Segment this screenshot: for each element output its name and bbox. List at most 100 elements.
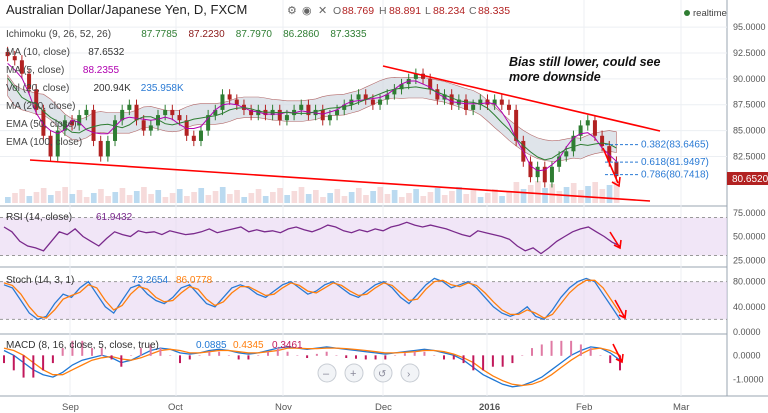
macd-hist-bar xyxy=(276,348,279,356)
volume-bar xyxy=(320,197,326,203)
series-line xyxy=(3,279,621,319)
macd-hist-bar xyxy=(71,340,74,356)
volume-bar xyxy=(520,189,527,203)
time-axis[interactable]: Sep Oct Nov Dec 2016 Feb Mar xyxy=(62,402,689,413)
candle-body xyxy=(284,115,289,121)
settings-icon[interactable]: ⚙ xyxy=(287,5,297,17)
stoch-label: Stoch (14, 3, 1) xyxy=(6,275,74,286)
macd-hist-bar xyxy=(345,355,348,359)
candle-body xyxy=(27,73,32,90)
axis-tick-label: -1.0000 xyxy=(733,375,764,385)
macd-hist-bar xyxy=(139,348,142,356)
candle-body xyxy=(464,99,468,110)
macd-hist-bar xyxy=(3,355,5,364)
volume-bar xyxy=(463,194,470,203)
candle-body xyxy=(249,109,254,116)
volume-bar xyxy=(391,190,398,203)
candle-body xyxy=(607,146,612,162)
zoom-in-button[interactable] xyxy=(344,363,364,383)
rsi-panel[interactable]: 75.0000 50.0000 25.0000 xyxy=(0,208,766,266)
macd-hist-bar xyxy=(452,355,455,360)
indicator-value: 87.7970 xyxy=(236,29,273,40)
candle-body xyxy=(456,99,461,105)
candle-body xyxy=(571,135,576,152)
indicator-legend[interactable]: Ichimoku (9, 26, 52, 26) 87.7785 87.2230 87… xyxy=(6,29,367,148)
macd-hist-bar xyxy=(403,353,406,356)
candle-body xyxy=(148,125,153,131)
volume-bar xyxy=(148,194,154,203)
last-price-value: 80.6520 xyxy=(732,174,768,185)
resistance-trend-line[interactable] xyxy=(382,65,661,132)
candle-body xyxy=(12,56,17,61)
volume-bar xyxy=(184,196,190,203)
volume-bar xyxy=(40,188,47,203)
volume-bar xyxy=(19,189,25,203)
volume-bar xyxy=(406,193,412,203)
volume-bar xyxy=(456,187,462,203)
macd-hist-bar xyxy=(335,355,338,356)
support-trend-line[interactable] xyxy=(29,159,651,202)
candle-body xyxy=(120,109,125,121)
candle-body xyxy=(306,104,311,116)
last-price-badge xyxy=(727,172,768,185)
fib-retracement[interactable]: 0.382(83.6465) 0.618(81.9497) 0.786(80.741… xyxy=(605,140,709,181)
indicator-value: 87.6532 xyxy=(88,47,125,58)
candle-body xyxy=(592,120,597,136)
macd-hist-bar xyxy=(169,355,172,356)
scroll-right-button[interactable] xyxy=(400,363,420,383)
macd-hist-bar xyxy=(531,348,533,356)
macd-hist-bar xyxy=(462,355,465,364)
indicator-value: 87.2230 xyxy=(189,29,226,40)
zoom-out-button[interactable] xyxy=(317,363,337,383)
macd-signal-value: 0.4345 xyxy=(233,340,264,351)
macd-hist-bar xyxy=(355,355,357,359)
volume-bar xyxy=(227,194,233,203)
macd-hist-bar xyxy=(306,355,309,359)
volume-bar xyxy=(12,193,18,203)
ma-10-line xyxy=(7,77,617,161)
macd-hist-bar xyxy=(198,355,201,356)
macd-hist-bar xyxy=(540,344,543,356)
axis-tick-label: 75.0000 xyxy=(733,208,766,218)
indicator-value: 200.94K xyxy=(94,83,132,94)
candle-body xyxy=(413,73,418,79)
macd-hist-bar xyxy=(579,344,582,356)
macd-hist-bar xyxy=(619,355,621,371)
volume-bar xyxy=(492,189,498,203)
volume-bar xyxy=(162,197,169,203)
volume-bar xyxy=(83,197,90,203)
macd-hist-bar xyxy=(521,355,524,356)
macd-hist-bar xyxy=(394,355,397,356)
macd-hist-bar xyxy=(413,351,416,356)
volume-bar xyxy=(313,190,319,203)
volume-bar xyxy=(298,187,305,203)
volume-bar xyxy=(341,196,348,203)
time-tick-label: 2016 xyxy=(479,402,500,413)
close-icon[interactable]: ✕ xyxy=(318,5,327,17)
arrow-head-icon xyxy=(613,239,622,250)
fib-label: 0.382(83.6465) xyxy=(641,140,709,151)
volume-bar xyxy=(212,191,219,203)
reset-button[interactable] xyxy=(373,363,393,383)
indicator-label: MA (10, close) xyxy=(6,47,70,58)
candle-body xyxy=(370,99,375,105)
arrow-head-icon xyxy=(611,176,621,188)
candle-body xyxy=(549,166,554,183)
stoch-panel[interactable]: 80.0000 40.0000 0.0000 xyxy=(0,277,766,337)
macd-panel[interactable]: 0.0000 -1.0000 xyxy=(3,340,764,388)
macd-hist-bar xyxy=(443,355,445,360)
macd-hist-bar xyxy=(560,340,563,356)
stoch-d-value: 86.0778 xyxy=(176,275,213,286)
macd-hist-bar xyxy=(81,340,84,356)
time-tick-label: Nov xyxy=(275,402,292,413)
price-axis[interactable]: 95.0000 92.5000 90.0000 87.5000 85.0000 82.50… xyxy=(733,22,766,161)
macd-hist-bar xyxy=(188,355,191,360)
volume-bar xyxy=(248,193,255,203)
macd-hist-bar xyxy=(364,355,367,360)
volume-bar xyxy=(26,196,33,203)
candle-body xyxy=(213,109,218,116)
eye-icon[interactable]: ◉ xyxy=(302,5,312,17)
volume-bar xyxy=(549,184,556,203)
open-value: 88.769 xyxy=(342,5,374,17)
